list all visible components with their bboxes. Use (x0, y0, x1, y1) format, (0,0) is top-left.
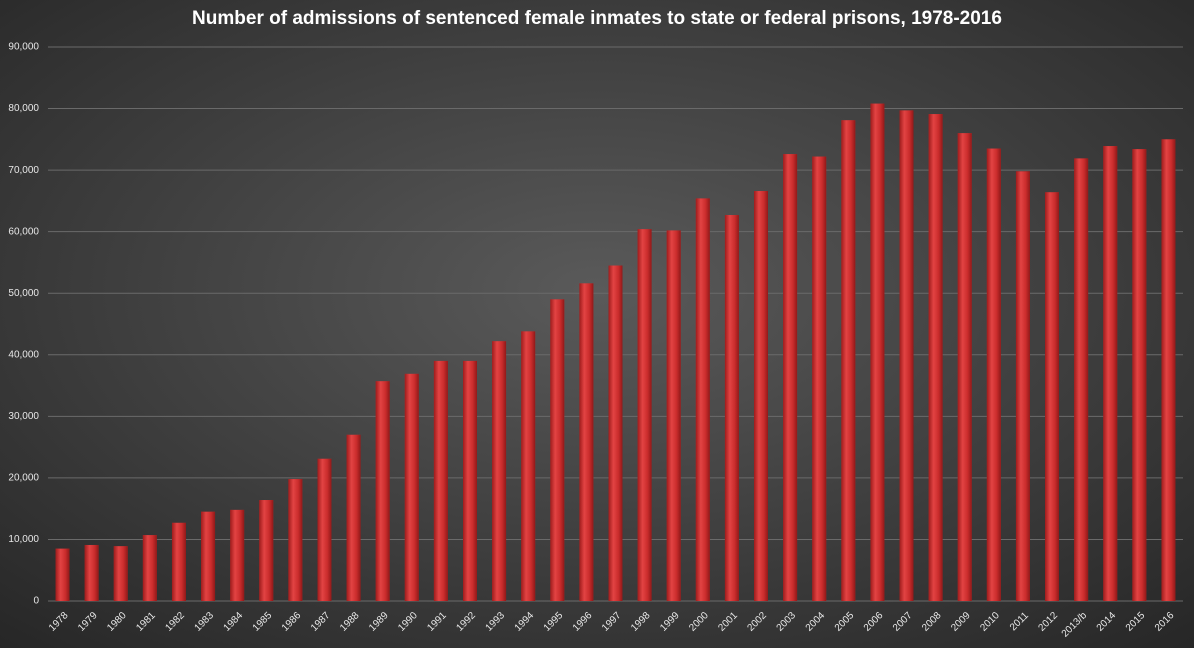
bar-shade (521, 331, 536, 601)
bar-shade (463, 360, 477, 601)
bar-shade (1015, 171, 1030, 601)
bar-shade (404, 373, 419, 601)
bar-shade (1161, 139, 1176, 602)
y-tick-label: 60,000 (8, 226, 39, 237)
bar-shade (55, 548, 70, 601)
y-tick-label: 70,000 (8, 165, 39, 176)
bar-shade (783, 154, 798, 601)
bar-shade (899, 110, 914, 601)
bar-shade (1103, 146, 1118, 602)
bar-shade (695, 198, 710, 601)
bar-shade (754, 191, 768, 602)
y-tick-label: 20,000 (8, 473, 39, 484)
y-tick-label: 50,000 (8, 288, 39, 299)
y-tick-label: 30,000 (8, 411, 39, 422)
bar-shade (492, 341, 507, 601)
bar-shade (433, 360, 448, 601)
bar-shade (288, 479, 303, 601)
bar-shade (346, 434, 361, 601)
bar-shade (317, 458, 332, 601)
bar-shade (550, 299, 565, 601)
bar-shade (841, 120, 856, 602)
bar-shade (666, 230, 681, 602)
chart-title: Number of admissions of sentenced female… (192, 8, 1002, 29)
bar-shade (171, 522, 186, 601)
bar-shade (608, 265, 623, 601)
bar-shade (201, 511, 216, 601)
bar-shade (113, 546, 128, 601)
bar-shade (812, 156, 827, 601)
bar-shade (724, 215, 739, 601)
y-tick-label: 80,000 (8, 103, 39, 114)
bar-shade (1045, 192, 1060, 601)
bar-shade (142, 535, 157, 601)
bar-shade (1132, 149, 1147, 601)
bar-shade (986, 148, 1001, 602)
bar-shade (259, 500, 274, 601)
bar-shade (230, 509, 245, 601)
bar-shade (870, 103, 885, 602)
bar-shade (957, 133, 972, 601)
bar-shade (579, 283, 594, 601)
y-tick-label: 0 (33, 596, 39, 607)
bar-shade (1074, 158, 1089, 601)
bar-shade (84, 544, 99, 601)
bar-shade (928, 114, 943, 602)
bar-shade (637, 229, 652, 601)
y-tick-label: 90,000 (8, 42, 39, 53)
y-tick-label: 10,000 (8, 534, 39, 545)
bar-shade (375, 381, 390, 601)
y-tick-label: 40,000 (8, 349, 39, 360)
